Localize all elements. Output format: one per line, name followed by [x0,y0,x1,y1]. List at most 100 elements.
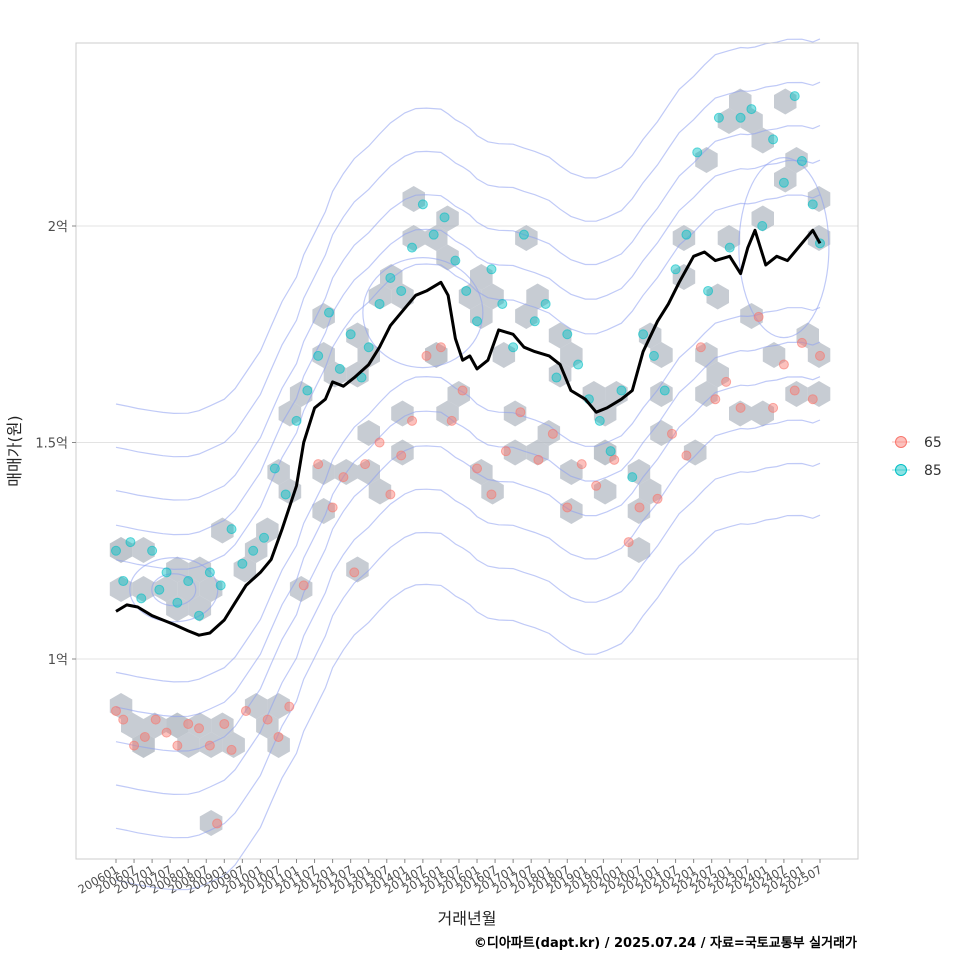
point-85 [529,316,540,327]
point-65 [778,359,789,370]
point-85 [681,229,692,240]
point-65 [111,705,121,716]
point-85 [540,298,551,309]
point-85 [428,229,439,240]
hex-bin [470,303,493,329]
point-65 [262,714,273,725]
hex-bin [368,283,392,310]
point-85 [334,363,345,374]
point-65 [360,459,371,470]
point-65 [710,394,721,405]
point-65 [226,744,237,755]
point-65 [796,337,807,348]
point-65 [486,489,497,500]
y-tick-label: 2억 [48,220,68,235]
point-65 [327,502,338,513]
point-85 [486,264,497,275]
point-85 [226,524,237,535]
point-65 [591,480,602,491]
point-85 [648,350,659,361]
point-85 [385,272,396,283]
point-85 [807,199,818,210]
hex-bin [267,732,290,758]
hex-bin [695,381,718,407]
hex-bins [109,88,831,836]
hex-bin [706,361,729,388]
hex-bin [729,400,752,427]
point-65 [421,350,432,361]
hex-bin [515,303,538,329]
point-65 [807,394,818,405]
contour-line [115,514,821,891]
contour-line [115,376,821,752]
contour-line [115,194,821,570]
point-65 [500,446,511,457]
hex-bin [346,322,369,349]
point-85 [302,385,313,396]
hex-bin [492,342,516,368]
legend-label-85: 85 [924,463,942,479]
contour-line [115,341,821,718]
hex-bin [368,478,392,505]
point-85 [518,229,529,240]
point-85 [497,298,508,309]
point-65 [576,459,587,470]
hex-bin [199,732,223,758]
hex-bin [729,88,752,115]
point-85 [450,255,461,266]
point-65 [681,450,692,461]
point-65 [118,714,129,725]
x-axis-title: 거래년월 [438,909,497,928]
y-tick-label: 1.5억 [35,437,68,452]
point-65 [172,740,183,751]
point-65 [212,818,223,829]
point-85 [439,212,450,223]
hex-bin [233,556,257,583]
point-65 [139,731,150,742]
hex-bin [312,459,335,485]
point-85 [147,545,158,556]
plot-frame [75,42,859,860]
hex-bin [627,498,651,524]
hex-bin [481,478,504,505]
point-65 [533,454,544,465]
point-85 [627,472,638,483]
hex-bin [751,205,774,232]
point-65 [204,740,215,751]
point-85 [472,316,483,327]
point-85 [573,359,584,370]
point-85 [605,446,616,457]
point-65 [129,740,140,751]
point-85 [746,104,757,115]
point-85 [724,242,735,253]
point-85 [789,91,800,102]
hex-bin [717,225,741,251]
hex-bin [244,537,268,563]
point-65 [652,493,663,504]
point-65 [735,402,746,413]
hex-bin [774,166,797,193]
point-65 [407,415,418,426]
y-axis: 1억 1.5억 2억 [35,220,76,668]
point-65 [768,402,779,413]
contour-ring [738,157,830,339]
point-85 [259,532,270,543]
point-85 [692,147,703,158]
point-65 [284,701,295,712]
point-85 [345,329,356,340]
hex-bin [188,712,212,739]
contour-line [115,159,821,536]
contour-line [115,81,821,458]
hex-bin [154,576,178,602]
hex-bin [109,693,133,719]
point-85 [172,597,183,608]
point-85 [183,576,194,587]
point-65 [457,385,468,396]
point-85 [215,580,226,591]
point-65 [183,718,194,729]
hex-bin [447,381,470,407]
legend: 65 85 [892,435,942,479]
point-65 [273,731,284,742]
hex-bin [807,186,831,212]
point-85 [125,537,136,548]
